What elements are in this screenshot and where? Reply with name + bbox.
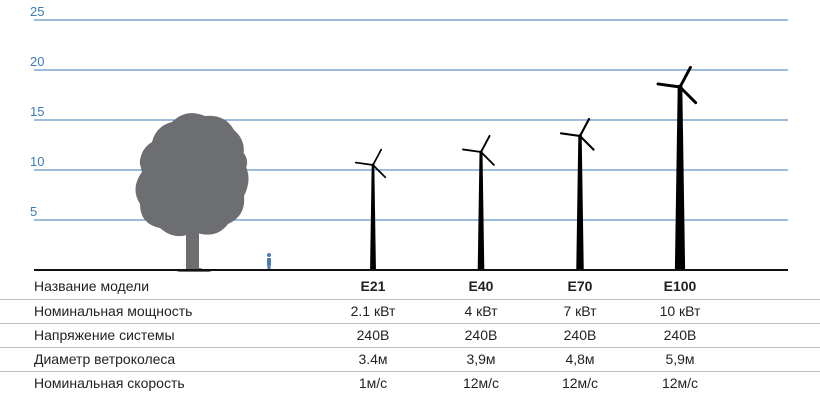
power-value: 10 кВт — [659, 303, 701, 319]
wind-turbine — [656, 65, 698, 270]
diameter-value: 3,9м — [466, 351, 496, 367]
spec-row-power: Номинальная мощность 2.1 кВт 4 кВт 7 кВт… — [0, 299, 820, 322]
turbine-blade — [678, 65, 692, 89]
power-value: 2.1 кВт — [350, 303, 396, 319]
turbine-tower — [477, 152, 485, 270]
turbine-blade — [480, 134, 491, 153]
y-tick-label: 10 — [30, 154, 44, 169]
spec-row-voltage: Напряжение системы 240В 240В 240В 240В — [0, 323, 820, 346]
voltage-value: 240В — [563, 327, 597, 343]
wind-turbine — [354, 148, 387, 270]
turbine-tower — [674, 87, 686, 270]
row-label-voltage: Напряжение системы — [34, 327, 175, 343]
turbine-height-chart: 5 10 15 20 25 — [30, 4, 788, 272]
diameter-value: 5,9м — [665, 351, 695, 367]
turbine-blade — [578, 134, 595, 151]
turbine-hub — [371, 163, 375, 167]
y-tick-label: 15 — [30, 104, 44, 119]
row-label-speed: Номинальная скорость — [34, 375, 185, 391]
turbine-hub — [677, 84, 683, 90]
turbine-hub — [479, 150, 483, 154]
power-value: 7 кВт — [563, 303, 597, 319]
voltage-value: 240В — [356, 327, 390, 343]
voltage-value: 240В — [663, 327, 697, 343]
turbine-blade — [372, 148, 383, 166]
row-label-diameter: Диаметр ветроколеса — [34, 351, 176, 367]
turbine-blade — [372, 164, 387, 179]
turbine-blade — [559, 132, 582, 138]
spec-row-speed: Номинальная скорость 1м/с 12м/с 12м/с 12… — [0, 371, 820, 394]
speed-value: 12м/с — [661, 375, 699, 391]
y-tick-label: 5 — [30, 204, 37, 219]
turbine-tower — [370, 165, 376, 270]
turbine-hub — [578, 134, 582, 138]
turbine-blade — [462, 148, 482, 153]
diameter-value: 4,8м — [565, 351, 595, 367]
wind-turbine — [559, 117, 595, 270]
speed-value: 1м/с — [358, 375, 388, 391]
person-figure — [267, 253, 271, 270]
spec-row-diameter: Диаметр ветроколеса 3.4м 3,9м 4,8м 5,9м — [0, 347, 820, 370]
turbine-blade — [578, 117, 591, 138]
turbine-blade — [354, 161, 374, 166]
row-label-power: Номинальная мощность — [34, 303, 193, 319]
model-name: E70 — [567, 278, 593, 294]
spec-row-model: Название модели E21 E40 E70 E100 — [0, 275, 820, 297]
speed-value: 12м/с — [462, 375, 500, 391]
y-tick-labels: 5 10 15 20 25 — [30, 4, 44, 219]
turbine-blade — [656, 82, 682, 89]
model-name: E40 — [468, 278, 494, 294]
diameter-value: 3.4м — [358, 351, 388, 367]
model-name: E100 — [663, 278, 697, 294]
y-tick-label: 20 — [30, 54, 44, 69]
power-value: 4 кВт — [464, 303, 498, 319]
turbines — [354, 65, 698, 270]
speed-value: 12м/с — [561, 375, 599, 391]
voltage-value: 240В — [464, 327, 498, 343]
turbine-blade — [678, 85, 698, 105]
turbine-tower — [576, 136, 584, 270]
y-tick-label: 25 — [30, 4, 44, 19]
model-name: E21 — [360, 278, 386, 294]
turbine-blade — [480, 151, 495, 166]
row-label-model: Название модели — [34, 278, 150, 294]
tree-illustration — [135, 113, 249, 272]
wind-turbine — [462, 134, 495, 270]
